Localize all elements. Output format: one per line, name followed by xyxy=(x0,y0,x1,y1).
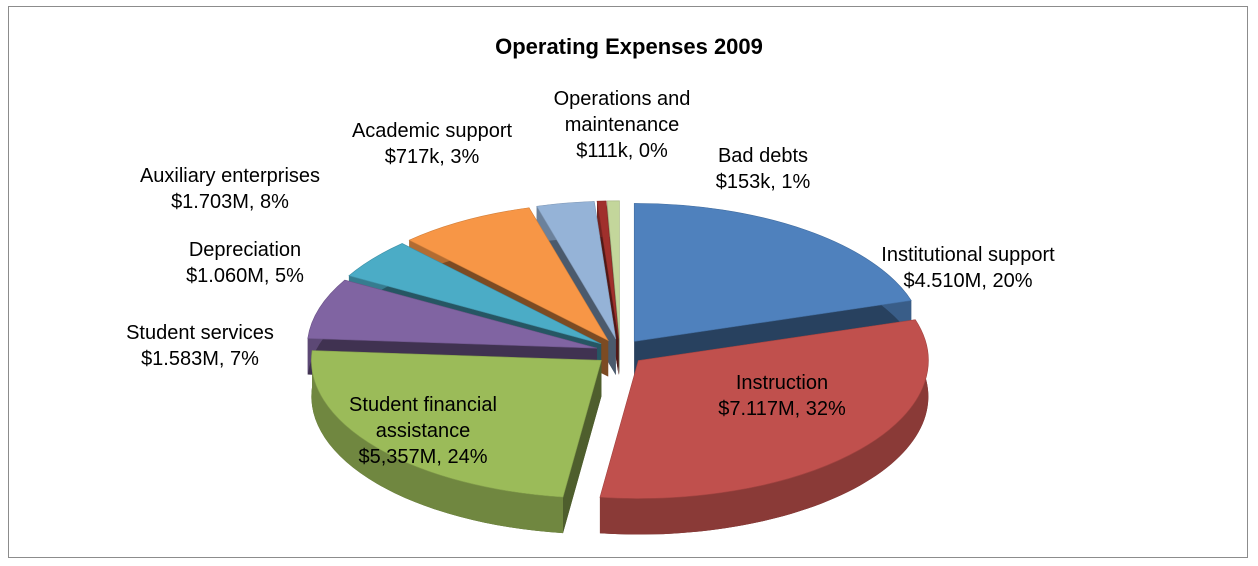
value-label: $5,357M, 24% xyxy=(358,446,488,468)
slice xyxy=(596,200,619,339)
value-label: $1.060M, 5% xyxy=(186,265,304,287)
category-label: Auxiliary enterprises xyxy=(139,165,321,187)
slice xyxy=(536,201,617,340)
category-label: Operations and maintenance xyxy=(553,88,691,136)
value-label: $153k, 1% xyxy=(715,171,811,193)
chart-frame xyxy=(8,6,1248,558)
value-label: $1.703M, 8% xyxy=(171,191,289,213)
data-label: Depreciation $1.060M, 5% xyxy=(135,237,355,289)
category-label: Student services xyxy=(126,322,274,344)
slice-side xyxy=(599,319,929,535)
slice xyxy=(307,279,598,349)
category-label: Instruction xyxy=(735,372,829,394)
data-label: Student financial assistance $5,357M, 24% xyxy=(323,392,523,470)
data-label: Academic support $717k, 3% xyxy=(312,118,552,170)
slice xyxy=(311,350,602,498)
slice xyxy=(348,243,602,345)
slice xyxy=(599,319,929,499)
data-label: Operations and maintenance $111k, 0% xyxy=(527,86,717,164)
category-label: Student financial assistance xyxy=(349,394,497,442)
category-label: Depreciation xyxy=(188,239,302,261)
data-label: Student services $1.583M, 7% xyxy=(90,320,310,372)
value-label: $7.117M, 32% xyxy=(718,398,846,420)
slice xyxy=(408,207,609,342)
data-label: Auxiliary enterprises $1.703M, 8% xyxy=(100,163,360,215)
value-label: $717k, 3% xyxy=(384,146,480,168)
data-label: Instruction $7.117M, 32% xyxy=(682,370,882,422)
category-label: Bad debts xyxy=(717,145,809,167)
value-label: $111k, 0% xyxy=(576,140,668,162)
data-label: Institutional support $4.510M, 20% xyxy=(848,242,1088,294)
value-label: $1.583M, 7% xyxy=(141,348,259,370)
category-label: Academic support xyxy=(351,120,513,142)
slice-side xyxy=(311,350,564,534)
slice xyxy=(606,200,620,339)
value-label: $4.510M, 20% xyxy=(903,270,1033,292)
slice-face xyxy=(563,360,602,534)
slice xyxy=(633,203,912,342)
data-label: Bad debts $153k, 1% xyxy=(683,143,843,195)
chart-title: Operating Expenses 2009 xyxy=(495,34,763,59)
category-label: Institutional support xyxy=(881,244,1055,266)
